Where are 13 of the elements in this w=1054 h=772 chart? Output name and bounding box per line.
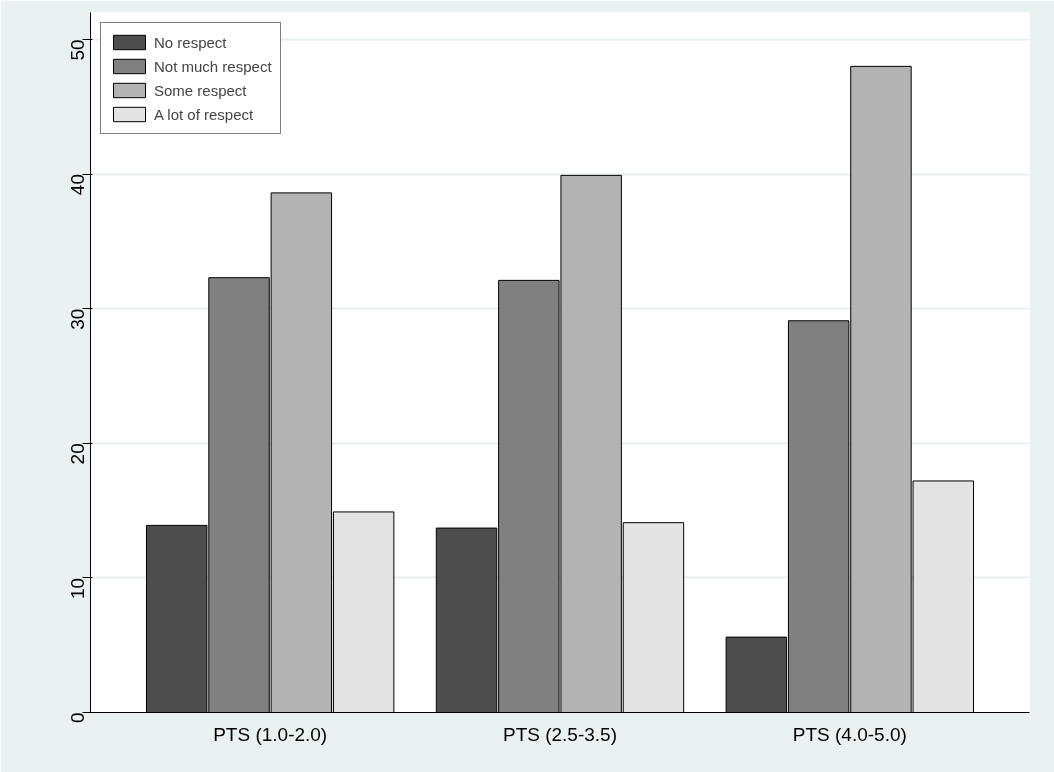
- y-tick-label: 50: [67, 39, 88, 61]
- y-tick-label: 0: [67, 712, 88, 724]
- y-tick-label: 10: [67, 577, 88, 600]
- legend-label: No respect: [154, 32, 227, 53]
- y-tick-label: 40: [67, 174, 88, 196]
- legend-label: A lot of respect: [154, 104, 254, 125]
- y-tick-label: 20: [67, 443, 88, 465]
- legend-label: Not much respect: [154, 56, 272, 77]
- x-tick-label: PTS (4.0-5.0): [792, 723, 907, 745]
- x-tick-label: PTS (2.5-3.5): [502, 723, 618, 745]
- y-tick-label: 30: [67, 308, 88, 330]
- x-tick-label: PTS (1.0-2.0): [213, 723, 328, 745]
- legend-label: Some respect: [154, 80, 247, 101]
